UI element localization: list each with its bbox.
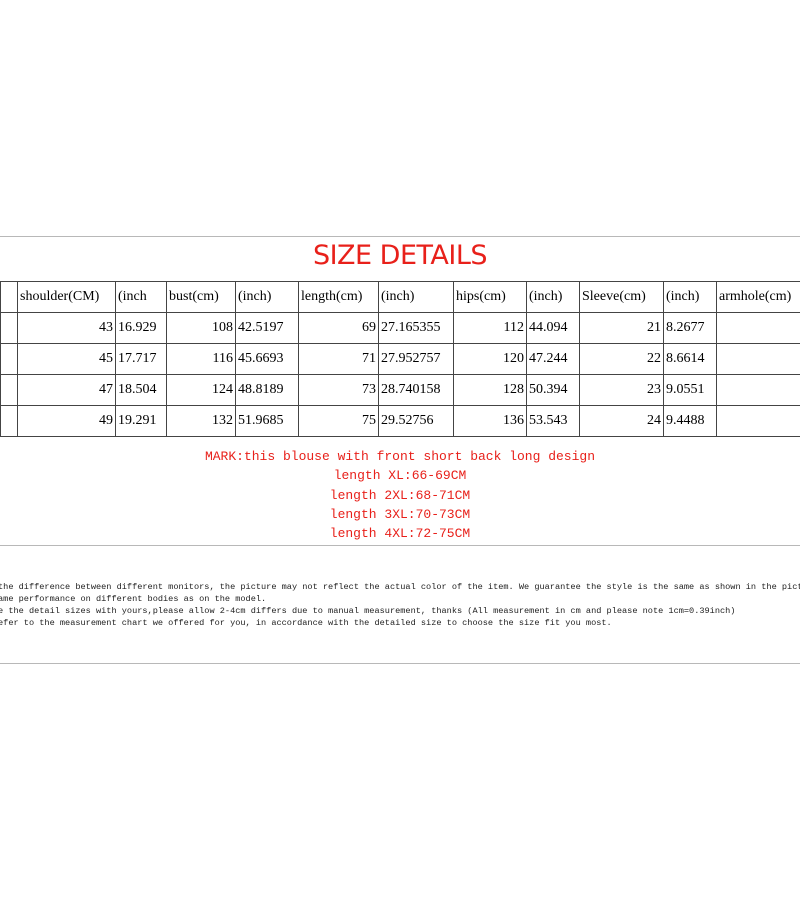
table-cell: 50.394 — [526, 374, 580, 406]
table-cell: 116 — [166, 343, 236, 375]
divider — [0, 236, 800, 237]
table-body: shoulder(CM) (inch bust(cm) (inch) length(cm… — [0, 281, 800, 437]
table-cell: 23 — [579, 374, 664, 406]
size-table: shoulder(CM) (inch bust(cm) (inch) length(cm… — [0, 281, 800, 437]
disclaimer-line: e the detail sizes with yours,please all… — [0, 606, 736, 616]
row-label-cell — [0, 374, 18, 406]
table-cell: 22 — [579, 343, 664, 375]
row-label-cell — [0, 281, 18, 313]
table-cell: 71 — [298, 343, 379, 375]
table-cell: 28.740158 — [378, 374, 454, 406]
table-cell: 40 — [716, 343, 800, 375]
row-label-cell — [0, 343, 18, 375]
notes: MARK:this blouse with front short back l… — [0, 447, 800, 543]
divider — [0, 545, 800, 546]
column-header: (inch) — [663, 281, 717, 313]
table-cell: 38 — [716, 312, 800, 344]
table-cell: 42.5197 — [235, 312, 299, 344]
table-cell: 108 — [166, 312, 236, 344]
table-cell: 75 — [298, 405, 379, 437]
table-cell: 19.291 — [115, 405, 167, 437]
header-row: shoulder(CM) (inch bust(cm) (inch) length(cm… — [0, 281, 800, 313]
table-cell: 124 — [166, 374, 236, 406]
table-row: 49 19.291 132 51.9685 75 29.52756 136 53.543 24 9… — [0, 405, 800, 437]
column-header: Sleeve(cm) — [579, 281, 664, 313]
column-header: armhole(cm) — [716, 281, 800, 313]
table-row: 47 18.504 124 48.8189 73 28.740158 128 50.394 23… — [0, 374, 800, 406]
table-cell: 136 — [453, 405, 527, 437]
table-cell: 45.6693 — [235, 343, 299, 375]
table: shoulder(CM) (inch bust(cm) (inch) length(cm… — [0, 281, 800, 437]
note-line: length XL:66-69CM — [333, 468, 467, 484]
table-cell: 44.094 — [526, 312, 580, 344]
table-cell: 47 — [17, 374, 116, 406]
title: SIZE DETAILS — [312, 240, 488, 271]
note-line: MARK:this blouse with front short back l… — [204, 449, 596, 464]
note-line: length 4XL:72-75CM — [329, 526, 471, 542]
table-cell: 112 — [453, 312, 527, 344]
table-row: 43 16.929 108 42.5197 69 27.165355 112 44.094 21… — [0, 312, 800, 344]
table-cell: 132 — [166, 405, 236, 437]
disclaimer: the difference between different monitor… — [0, 581, 800, 629]
table-cell: 69 — [298, 312, 379, 344]
table-cell: 45 — [17, 343, 116, 375]
note-line: length 3XL:70-73CM — [329, 506, 471, 522]
table-cell: 73 — [298, 374, 379, 406]
table-cell: 27.165355 — [378, 312, 454, 344]
table-cell: 24 — [579, 405, 664, 437]
table-cell: 51.9685 — [235, 405, 299, 437]
table-cell: 47.244 — [526, 343, 580, 375]
table-cell: 29.52756 — [378, 405, 454, 437]
table-cell: 120 — [453, 343, 527, 375]
column-header: hips(cm) — [453, 281, 527, 313]
table-cell: 18.504 — [115, 374, 167, 406]
column-header: (inch) — [235, 281, 299, 313]
table-cell: 8.6614 — [663, 343, 717, 375]
table-cell: 21 — [579, 312, 664, 344]
column-header: length(cm) — [298, 281, 379, 313]
disclaimer-line: ame performance on different bodies as o… — [0, 594, 267, 604]
column-header: (inch — [115, 281, 167, 313]
table-cell: 43 — [17, 312, 116, 344]
table-cell: 48.8189 — [235, 374, 299, 406]
table-cell: 9.0551 — [663, 374, 717, 406]
table-cell: 128 — [453, 374, 527, 406]
disclaimer-line: efer to the measurement chart we offered… — [0, 618, 612, 628]
column-header: (inch) — [378, 281, 454, 313]
column-header: bust(cm) — [166, 281, 236, 313]
table-cell: 9.4488 — [663, 405, 717, 437]
table-cell: 16.929 — [115, 312, 167, 344]
row-label-cell — [0, 405, 18, 437]
table-cell: 49 — [17, 405, 116, 437]
table-cell: 17.717 — [115, 343, 167, 375]
note-line: length 2XL:68-71CM — [329, 487, 471, 503]
table-cell: 42 — [716, 374, 800, 406]
column-header: (inch) — [526, 281, 580, 313]
table-cell: 44 — [716, 405, 800, 437]
table-cell: 27.952757 — [378, 343, 454, 375]
divider — [0, 663, 800, 664]
table-cell: 53.543 — [526, 405, 580, 437]
table-cell: 8.2677 — [663, 312, 717, 344]
row-label-cell — [0, 312, 18, 344]
column-header: shoulder(CM) — [17, 281, 116, 313]
disclaimer-line: the difference between different monitor… — [0, 582, 800, 592]
table-row: 45 17.717 116 45.6693 71 27.952757 120 47.244 22… — [0, 343, 800, 375]
